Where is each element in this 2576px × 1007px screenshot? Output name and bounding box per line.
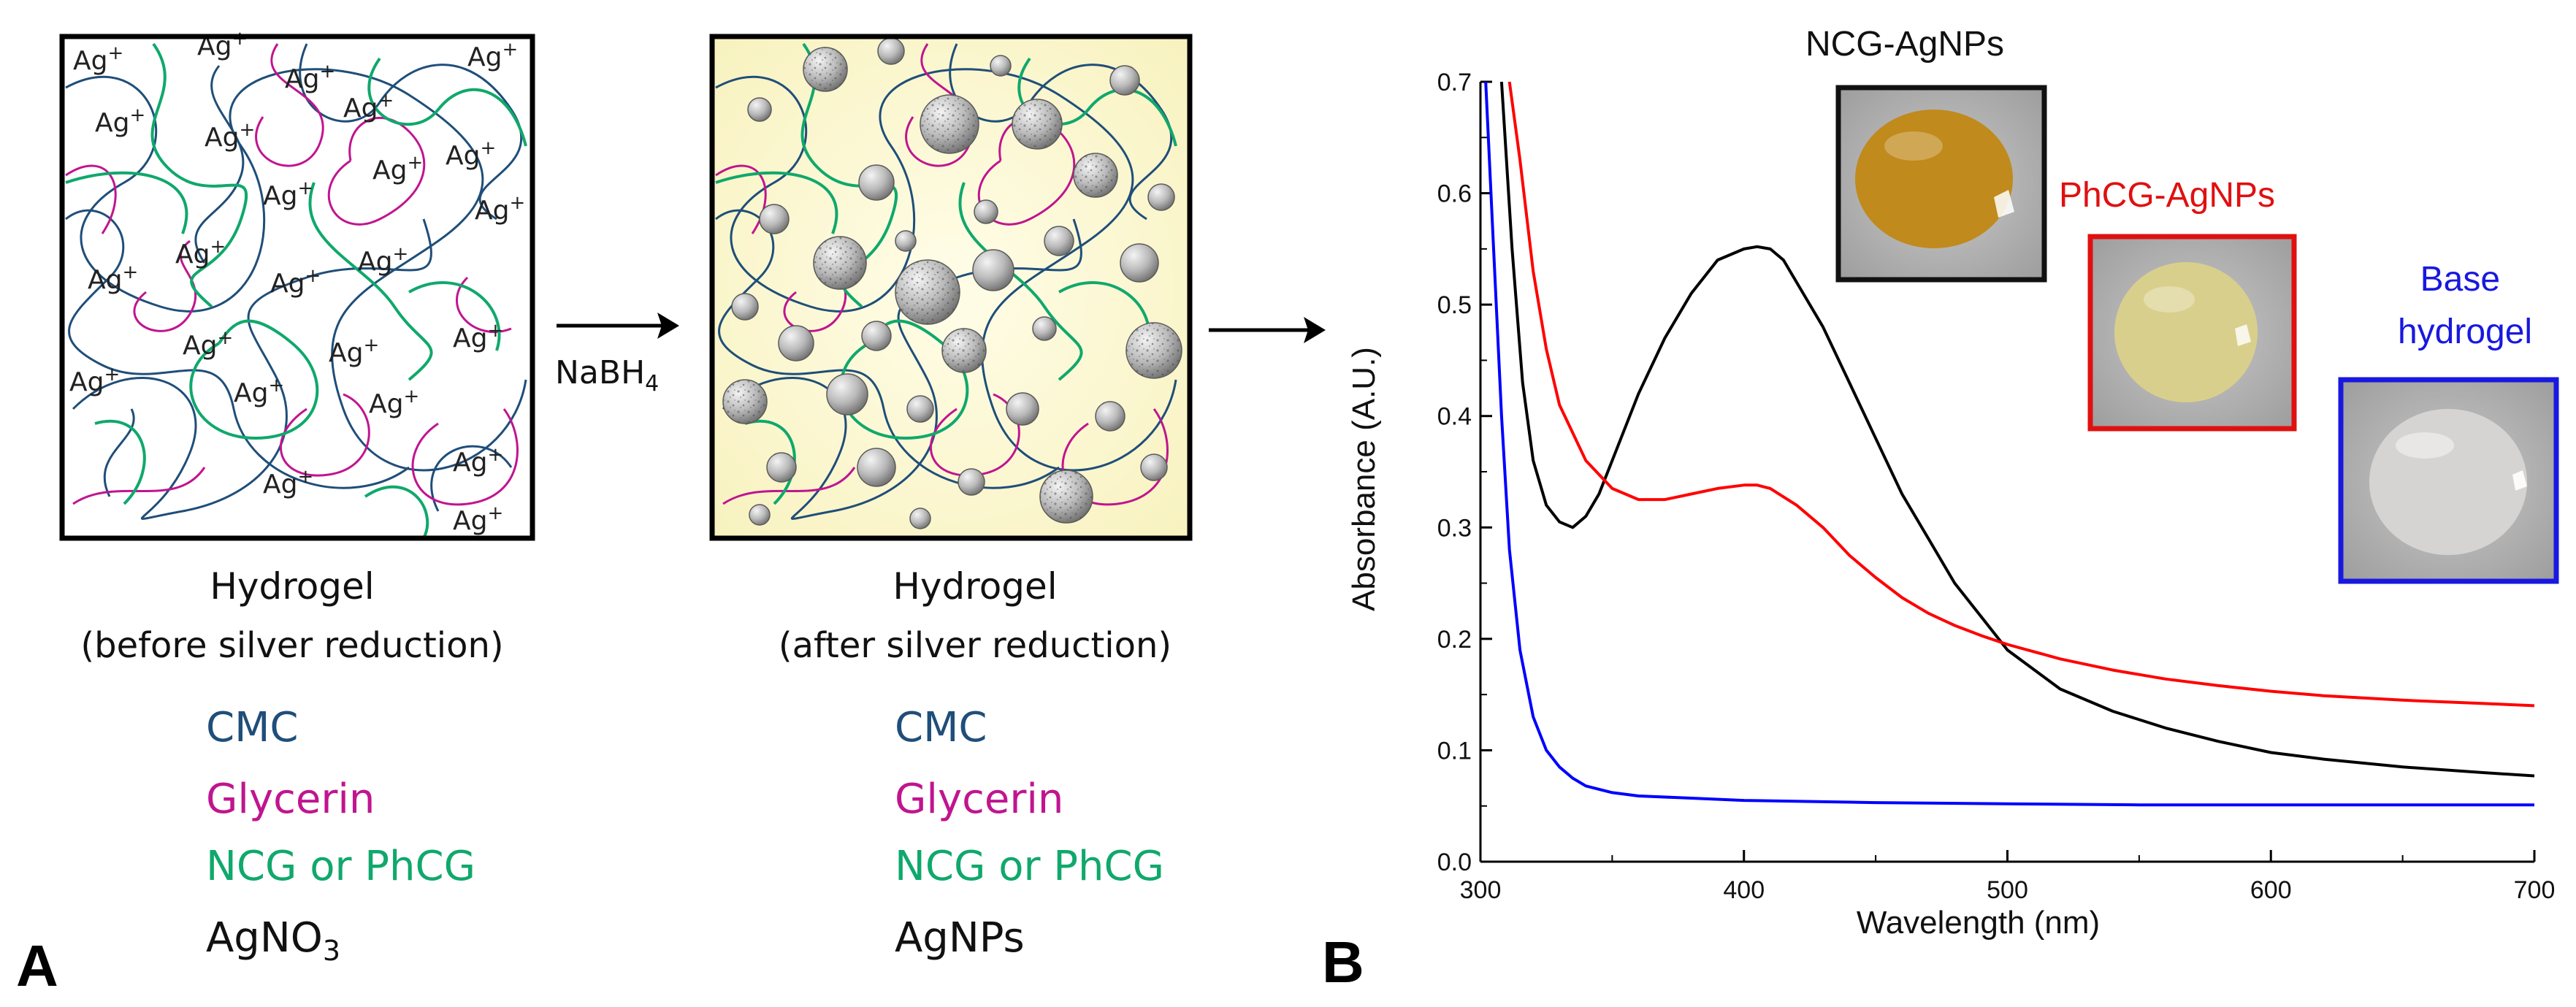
y-tick-label: 0.3 [1437,514,1472,542]
svg-text:Ag+: Ag+ [453,502,503,536]
after-subtitle: (after silver reduction) [779,625,1172,666]
before-subtitle: (before silver reduction) [80,625,503,666]
polymer-network-after [715,37,1182,529]
svg-text:Ag+: Ag+ [453,444,503,478]
photo-phcg: PhCG-AgNPs [2059,176,2297,432]
hydrogel-before-frame [62,37,532,538]
polymer-network-before [65,42,527,538]
svg-text:Ag+: Ag+ [369,386,419,419]
photo-base-frame [2338,377,2559,584]
svg-text:Ag+: Ag+ [453,320,503,353]
svg-text:Ag+: Ag+ [205,119,255,153]
svg-text:Ag+: Ag+ [95,104,145,138]
svg-text:Ag+: Ag+ [175,236,226,269]
legend-before-glycerin: Glycerin [206,776,375,823]
absorbance-chart: 0.0 0.1 0.2 0.3 0.4 0.5 0.6 0.7 300 400 500 600 700 W… [1346,69,2555,941]
svg-text:Ag+: Ag+ [263,177,313,211]
series-line-ncg-agnps [1499,81,2535,778]
svg-text:Ag+: Ag+ [88,261,138,295]
panel-b-label: B [1322,930,1364,995]
series-line-phcg-agnps [1507,81,2535,708]
y-tick-label: 0.5 [1437,291,1472,319]
photo-ncg-sample [1855,110,2013,248]
legend-before: CMC Glycerin NCG or PhCG AgNO3 [206,704,475,967]
photo-ncg-caption: NCG-AgNPs [1805,25,2004,64]
svg-text:Ag+: Ag+ [73,42,123,76]
glycerin-chains [65,43,519,506]
y-tick-label: 0.6 [1437,180,1472,208]
y-axis-label: Absorbance (A.U.) [1346,347,1382,611]
legend-after-cmc: CMC [895,704,987,751]
before-title: Hydrogel [210,565,374,608]
hydrogel-before-diagram: Ag+ Ag+ Ag+ Ag+ Ag+ Ag+ Ag+ Ag+ Ag+ Ag+ … [59,28,535,541]
x-axis-label: Wavelength (nm) [1857,905,2100,941]
captions-after: Hydrogel (after silver reduction) [779,565,1172,666]
reduction-arrow: NaBH4 [555,313,679,397]
ncg-chains [65,42,527,538]
y-tick-label: 0.1 [1437,737,1472,765]
y-tick-label: 0.0 [1437,849,1472,876]
x-tick-label: 300 [1460,876,1502,904]
after-title: Hydrogel [893,565,1057,608]
svg-text:Ag+: Ag+ [467,39,518,72]
x-tick-label: 700 [2514,876,2556,904]
photo-base-caption: Base hydrogel [2398,260,2532,351]
x-tick-label: 400 [1723,876,1765,904]
photo-phcg-caption: PhCG-AgNPs [2059,176,2275,215]
photo-base: Base hydrogel [2338,260,2559,584]
svg-text:Ag+: Ag+ [329,334,379,368]
silver-nanoparticles [722,37,1182,529]
svg-text:Ag+: Ag+ [372,152,423,185]
captions-before: Hydrogel (before silver reduction) [80,565,503,666]
to-spectrum-arrow [1209,317,1326,343]
legend-before-ncg: NCG or PhCG [206,843,475,890]
legend-after-agnps: AgNPs [895,914,1025,962]
svg-text:Ag+: Ag+ [183,327,233,361]
panel-b: 0.0 0.1 0.2 0.3 0.4 0.5 0.6 0.7 300 400 500 600 700 W… [1322,25,2559,995]
x-tick-label: 500 [1987,876,2028,904]
ag-ions: Ag+ Ag+ Ag+ Ag+ Ag+ Ag+ Ag+ Ag+ Ag+ Ag+ … [69,28,525,536]
panel-a: Ag+ Ag+ Ag+ Ag+ Ag+ Ag+ Ag+ Ag+ Ag+ Ag+ … [16,28,1326,998]
hydrogel-after-diagram [709,34,1193,541]
legend-after: CMC Glycerin NCG or PhCG AgNPs [895,704,1164,962]
legend-after-glycerin: Glycerin [895,776,1063,823]
svg-text:Ag+: Ag+ [285,61,335,94]
y-tick-label: 0.7 [1437,69,1472,96]
series-line-base-hydrogel [1484,81,2534,807]
photo-ncg-frame [1835,85,2047,283]
y-tick-label: 0.2 [1437,626,1472,654]
svg-text:Ag+: Ag+ [69,364,120,397]
photo-phcg-sample [2114,262,2258,402]
svg-text:Ag+: Ag+ [263,466,313,499]
x-tick-label: 600 [2250,876,2292,904]
svg-text:Ag+: Ag+ [446,137,496,171]
svg-text:Ag+: Ag+ [234,375,284,408]
y-tick-label: 0.4 [1437,403,1472,431]
reagent-label: NaBH4 [555,354,659,397]
photo-phcg-frame [2087,234,2297,432]
photo-ncg: NCG-AgNPs [1805,25,2047,283]
legend-after-ncg: NCG or PhCG [895,843,1164,890]
legend-before-cmc: CMC [206,704,299,751]
svg-text:Ag+: Ag+ [358,243,408,277]
panel-a-label: A [16,933,58,998]
legend-before-agno3: AgNO3 [206,914,340,967]
photo-base-sample [2369,409,2527,555]
svg-text:Ag+: Ag+ [343,90,394,123]
svg-text:Ag+: Ag+ [475,192,525,226]
svg-text:Ag+: Ag+ [270,265,321,299]
